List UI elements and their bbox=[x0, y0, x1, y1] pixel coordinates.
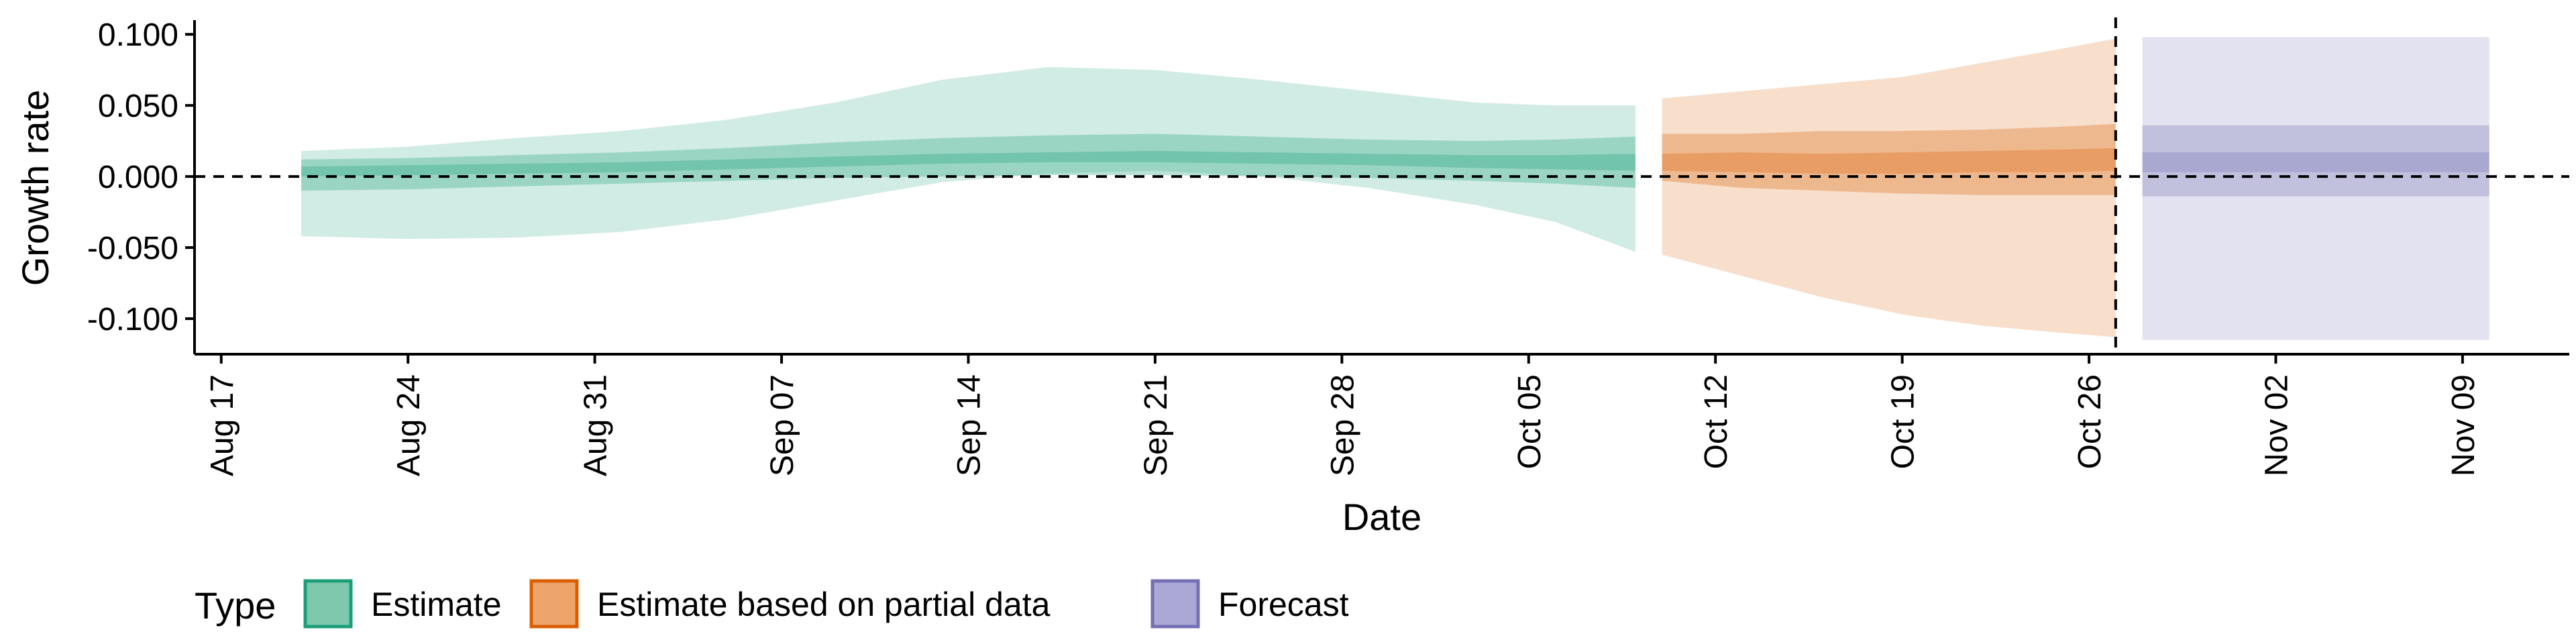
forecast-mid-band bbox=[2142, 125, 2489, 197]
x-tick-label: Nov 09 bbox=[2446, 374, 2481, 476]
x-tick-label: Oct 12 bbox=[1699, 374, 1734, 469]
forecast-inner-band bbox=[2142, 152, 2489, 172]
legend-key-forecast bbox=[1150, 579, 1200, 629]
estimate-inner-band bbox=[301, 151, 1635, 177]
x-tick-label: Sep 21 bbox=[1138, 374, 1174, 476]
band-layer bbox=[301, 37, 2489, 340]
y-tick-label: -0.100 bbox=[87, 302, 178, 337]
y-tick-label: 0.000 bbox=[98, 160, 178, 195]
x-tick-label: Nov 02 bbox=[2259, 374, 2295, 476]
x-tick-label: Oct 26 bbox=[2072, 374, 2108, 469]
x-tick-label: Sep 14 bbox=[952, 374, 987, 476]
estimate-based-on-partial-data-inner-band bbox=[1662, 148, 2116, 174]
y-axis-title: Growth rate bbox=[14, 90, 56, 286]
x-axis-title: Date bbox=[1342, 496, 1421, 538]
x-tick-label: Aug 17 bbox=[205, 374, 240, 476]
legend-key-estimate-based-on-partial-data bbox=[529, 579, 579, 629]
x-tick-layer: Aug 17 Aug 24 Aug 31 Sep 07 Sep 14 Sep 21 Sep … bbox=[205, 354, 2481, 476]
axes-layer bbox=[193, 20, 2569, 356]
reference-line-layer bbox=[195, 17, 2569, 354]
x-tick-label: Oct 05 bbox=[1512, 374, 1548, 469]
x-tick-label: Oct 19 bbox=[1886, 374, 1921, 469]
y-tick-layer: 0.100 0.050 0.000 -0.050 -0.100 bbox=[87, 17, 195, 337]
forecast-outer-band bbox=[2142, 37, 2489, 340]
x-tick-label: Aug 31 bbox=[578, 374, 614, 476]
legend: Type Estimate Estimate based on partial d… bbox=[195, 579, 1349, 629]
estimate-based-on-partial-data-outer-band bbox=[1662, 38, 2116, 337]
x-tick-label: Aug 24 bbox=[391, 374, 427, 476]
estimate-outer-band bbox=[301, 66, 1635, 252]
legend-label-estimate-based-on-partial-data: Estimate based on partial data bbox=[597, 586, 1051, 623]
legend-label-estimate: Estimate bbox=[371, 586, 502, 623]
y-tick-label: 0.050 bbox=[98, 89, 178, 124]
legend-title: Type bbox=[195, 584, 276, 627]
y-tick-label: -0.050 bbox=[87, 231, 178, 266]
legend-key-estimate bbox=[303, 579, 353, 629]
x-tick-label: Sep 07 bbox=[765, 374, 800, 476]
legend-label-forecast: Forecast bbox=[1218, 586, 1349, 623]
y-tick-label: 0.100 bbox=[98, 17, 178, 53]
x-tick-label: Sep 28 bbox=[1325, 374, 1360, 476]
